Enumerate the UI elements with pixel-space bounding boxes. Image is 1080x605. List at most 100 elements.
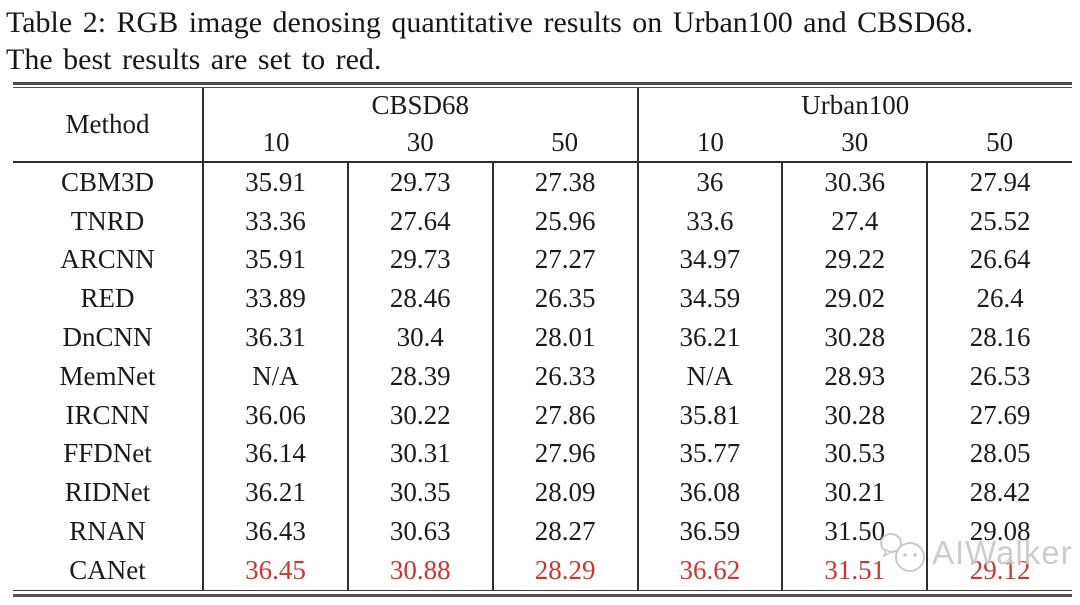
table-row: CANet 36.45 30.88 28.29 36.62 31.51 29.12	[13, 550, 1072, 590]
value-cell: 25.96	[492, 201, 639, 241]
value-cell: 26.35	[492, 279, 639, 319]
value-cell: 30.21	[782, 473, 929, 513]
table-row: RNAN 36.43 30.63 28.27 36.59 31.50 29.08	[13, 512, 1072, 551]
value-cell: 36.08	[637, 473, 784, 513]
method-cell: RIDNet	[13, 473, 205, 513]
value-cell: N/A	[637, 356, 784, 396]
value-cell: 26.53	[969, 360, 1031, 391]
value-cell: 29.73	[347, 240, 494, 280]
noise-level-urban100-10: 10	[696, 126, 724, 157]
bottom-double-rule	[13, 589, 1072, 597]
value-cell: 26.33	[492, 356, 639, 396]
table-row: MemNet N/A 28.39 26.33 N/A 28.93 26.53	[13, 356, 1072, 396]
value-cell: 30.35	[347, 473, 494, 513]
value-cell: 36.45	[203, 550, 349, 590]
noise-level-cbsd68-30: 30	[406, 126, 434, 157]
value-cell: 36.43	[203, 512, 349, 551]
value-cell: 27.38	[492, 162, 639, 202]
value-cell: 36.06	[203, 395, 349, 435]
value-cell: 30.4	[347, 318, 494, 357]
value-cell: 30.53	[782, 434, 929, 474]
method-cell: IRCNN	[13, 395, 205, 435]
value-cell: 30.28	[782, 318, 929, 357]
value-cell: 28.27	[492, 512, 639, 551]
noise-level-cbsd68-10: 10	[262, 126, 290, 157]
method-cell: MemNet	[13, 356, 205, 396]
value-cell: 34.97	[637, 240, 784, 280]
value-cell: 29.02	[782, 279, 929, 319]
method-cell: CANet	[13, 550, 205, 590]
value-cell: 30.88	[347, 550, 494, 590]
noise-level-cbsd68-50: 50	[492, 123, 639, 162]
value-cell: 29.08	[969, 516, 1031, 547]
value-cell: 27.4	[782, 201, 929, 241]
value-cell: 27.64	[347, 201, 494, 241]
value-cell: 34.59	[637, 279, 784, 319]
method-column-header: Method	[13, 88, 205, 162]
value-cell: 33.36	[203, 201, 349, 241]
method-cell: ARCNN	[13, 240, 205, 280]
value-cell: 25.52	[969, 205, 1031, 236]
table-header: Method CBSD68 Urban100 10 30 50 10 30 50	[13, 88, 1072, 162]
value-cell: 36.21	[203, 473, 349, 513]
noise-level-urban100-50: 50	[986, 126, 1014, 157]
caption-line-1: Table 2: RGB image denosing quantitative…	[6, 6, 973, 39]
value-cell: 27.96	[492, 434, 639, 474]
value-cell: N/A	[203, 356, 349, 396]
method-cell: RNAN	[13, 512, 205, 551]
group-header-row: Method CBSD68 Urban100	[13, 88, 1072, 162]
table-row: IRCNN 36.06 30.22 27.86 35.81 30.28 27.69	[13, 395, 1072, 435]
value-cell: 26.64	[969, 244, 1031, 275]
value-cell: 28.01	[492, 318, 639, 357]
noise-level-urban100-30: 30	[841, 126, 869, 157]
value-cell: 28.39	[347, 356, 494, 396]
noise-level-header-row: 10 30 50 10 30 50	[13, 123, 1072, 162]
value-cell: 27.86	[492, 395, 639, 435]
value-cell: 27.94	[969, 166, 1031, 197]
table-row: TNRD 33.36 27.64 25.96 33.6 27.4 25.52	[13, 201, 1072, 241]
value-cell: 28.16	[969, 322, 1031, 353]
top-double-rule	[13, 82, 1072, 88]
value-cell: 30.28	[782, 395, 929, 435]
method-cell: FFDNet	[13, 434, 205, 474]
value-cell: 31.51	[782, 550, 929, 590]
value-cell: 30.36	[782, 162, 929, 202]
method-cell: DnCNN	[13, 318, 205, 357]
value-cell: 29.22	[782, 240, 929, 280]
value-cell: 35.77	[637, 434, 784, 474]
value-cell: 36.62	[637, 550, 784, 590]
group-header-cbsd68: CBSD68	[203, 88, 639, 123]
table-row: CBM3D 35.91 29.73 27.38 36 30.36 27.94	[13, 162, 1072, 202]
value-cell: 36.31	[203, 318, 349, 357]
value-cell: 27.27	[492, 240, 639, 280]
results-table-container: Method CBSD68 Urban100 10 30 50 10 30 50…	[13, 82, 1072, 597]
value-cell: 36.21	[637, 318, 784, 357]
value-cell: 30.63	[347, 512, 494, 551]
table-row: RIDNet 36.21 30.35 28.09 36.08 30.21 28.42	[13, 473, 1072, 513]
results-table: Method CBSD68 Urban100 10 30 50 10 30 50…	[13, 88, 1072, 590]
value-cell: 35.81	[637, 395, 784, 435]
caption-line-2: The best results are set to red.	[6, 43, 382, 76]
method-cell: TNRD	[13, 201, 205, 241]
value-cell: 28.05	[969, 438, 1031, 469]
table-row: FFDNet 36.14 30.31 27.96 35.77 30.53 28.05	[13, 434, 1072, 474]
value-cell: 28.46	[347, 279, 494, 319]
table-row: DnCNN 36.31 30.4 28.01 36.21 30.28 28.16	[13, 318, 1072, 357]
value-cell: 30.31	[347, 434, 494, 474]
value-cell: 27.69	[969, 399, 1031, 430]
value-cell: 36.14	[203, 434, 349, 474]
value-cell: 28.93	[782, 356, 929, 396]
value-cell: 28.09	[492, 473, 639, 513]
table-row: ARCNN 35.91 29.73 27.27 34.97 29.22 26.64	[13, 240, 1072, 280]
value-cell: 31.50	[782, 512, 929, 551]
value-cell: 35.91	[203, 162, 349, 202]
value-cell: 36	[637, 162, 784, 202]
value-cell: 36.59	[637, 512, 784, 551]
value-cell: 29.73	[347, 162, 494, 202]
value-cell: 33.89	[203, 279, 349, 319]
value-cell: 28.29	[492, 550, 639, 590]
table-body: CBM3D 35.91 29.73 27.38 36 30.36 27.94 TNRD 33.3…	[13, 162, 1072, 590]
value-cell: 26.4	[976, 283, 1024, 314]
method-cell: RED	[13, 279, 205, 319]
value-cell: 30.22	[347, 395, 494, 435]
